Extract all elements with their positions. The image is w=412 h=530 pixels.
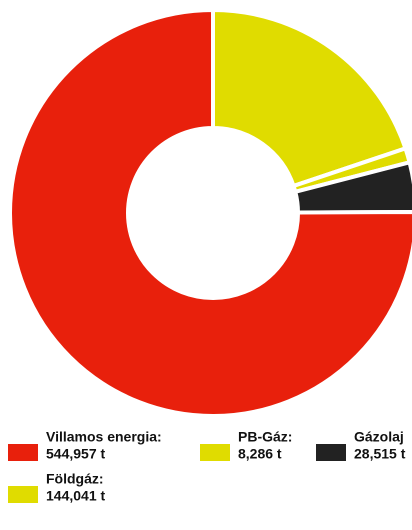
legend-swatch [8,486,38,503]
legend-swatch [8,444,38,461]
slice [8,7,412,418]
legend-label: Villamos energia: [46,429,162,445]
legend-value: 144,041 t [46,488,105,504]
legend-label: Földgáz: [46,471,104,487]
legend-swatch [200,444,230,461]
legend-label: PB-Gáz: [238,429,292,445]
legend-value: 8,286 t [238,446,282,462]
legend-value: 544,957 t [46,446,105,462]
legend-label: Gázolaj [354,429,404,445]
slice [211,7,408,189]
legend-value: 28,515 t [354,446,406,462]
legend-swatch [316,444,346,461]
